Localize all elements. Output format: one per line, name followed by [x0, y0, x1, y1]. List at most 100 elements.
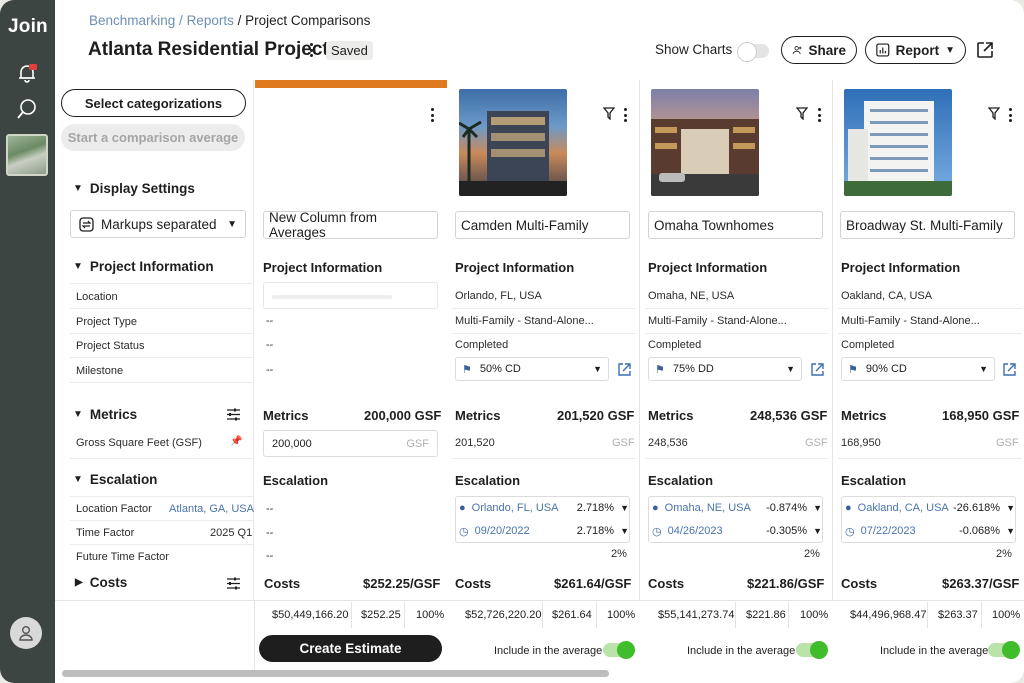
divider: [254, 600, 255, 670]
column-menu-icon[interactable]: [817, 108, 821, 122]
show-charts-toggle[interactable]: [737, 42, 769, 62]
metrics-label: Metrics: [648, 408, 694, 423]
escalation-date-row[interactable]: ◷ 09/20/2022 2.718% ▼: [459, 520, 629, 542]
clock-icon: ◷: [845, 525, 855, 538]
display-settings-header[interactable]: ▼ Display Settings: [73, 181, 195, 196]
average-location-input[interactable]: [263, 282, 438, 309]
row-label-time-factor: Time Factor: [76, 527, 135, 539]
escalation-date-row[interactable]: ◷ 04/26/2023 -0.305% ▼: [652, 520, 822, 542]
chevron-down-icon: ▼: [73, 261, 83, 272]
escalation-location: Orlando, FL, USA: [471, 502, 559, 514]
open-link-icon[interactable]: [617, 362, 632, 380]
gsf-unit: GSF: [805, 437, 828, 449]
sliders-icon[interactable]: [226, 408, 241, 424]
project-status: Completed: [648, 339, 702, 351]
open-link-icon[interactable]: [810, 362, 825, 380]
project-percent: 100%: [607, 609, 636, 621]
column-menu-icon[interactable]: [1008, 108, 1012, 122]
gsf-value: 168,950: [841, 437, 881, 449]
caret-down-icon: ▼: [813, 526, 822, 536]
average-column-name[interactable]: New Column from Averages: [263, 210, 438, 240]
caret-down-icon: ▼: [227, 218, 237, 230]
costs-value: $263.37/GSF: [942, 576, 1020, 591]
costs-label: Costs: [648, 576, 685, 591]
include-average-toggle[interactable]: [796, 641, 828, 659]
column-menu-icon[interactable]: [623, 108, 627, 122]
project-thumbnail[interactable]: [6, 134, 48, 176]
start-average-button[interactable]: Start a comparison average: [61, 124, 245, 151]
chevron-down-icon: ▼: [73, 183, 83, 194]
caret-down-icon: ▼: [945, 44, 955, 56]
metrics-header[interactable]: ▼ Metrics: [73, 407, 137, 422]
metrics-value: 248,536 GSF: [750, 408, 828, 423]
average-per-gsf: $252.25: [361, 609, 401, 621]
escalation-header[interactable]: ▼ Escalation: [73, 472, 157, 487]
gsf-value: 201,520: [455, 437, 495, 449]
display-settings-label: Display Settings: [89, 181, 195, 196]
flag-icon: ⚑: [462, 363, 472, 376]
pin-icon[interactable]: 📌: [230, 436, 243, 447]
open-link-icon[interactable]: [1002, 362, 1017, 380]
project-information-label: Project Information: [841, 260, 961, 275]
project-location: Oakland, CA, USA: [841, 290, 933, 302]
project-name[interactable]: Broadway St. Multi-Family: [840, 211, 1015, 239]
escalation-label: Escalation: [841, 473, 907, 488]
location-factor-link[interactable]: Atlanta, GA, USA: [169, 503, 254, 515]
project-name[interactable]: Omaha Townhomes: [648, 211, 823, 239]
escalation-location-row[interactable]: ● Orlando, FL, USA 2.718% ▼: [459, 497, 629, 519]
average-costs-value: $252.25/GSF: [363, 576, 441, 591]
caret-down-icon: ▼: [1006, 526, 1015, 536]
metrics-label: Metrics: [89, 407, 138, 422]
average-percent: 100%: [416, 609, 445, 621]
chart-icon: [876, 43, 890, 57]
milestone-select[interactable]: ⚑ 50% CD ▼: [455, 357, 609, 381]
caret-down-icon: ▼: [620, 503, 629, 513]
escalation-date-row[interactable]: ◷ 07/22/2023 -0.068% ▼: [845, 520, 1015, 542]
sliders-icon[interactable]: [226, 577, 241, 593]
milestone-select[interactable]: ⚑ 75% DD ▼: [648, 357, 802, 381]
saved-badge: Saved: [326, 41, 373, 60]
average-gsf-input[interactable]: 200,000 GSF: [263, 430, 438, 457]
costs-header[interactable]: ▶ Costs: [75, 575, 127, 590]
title-menu-icon[interactable]: [309, 43, 313, 57]
escalation-location: Omaha, NE, USA: [664, 502, 751, 514]
project-information-label: Project Information: [455, 260, 575, 275]
filter-icon[interactable]: [602, 107, 616, 123]
escalation-location-row[interactable]: ● Omaha, NE, USA -0.874% ▼: [652, 497, 822, 519]
breadcrumb-benchmarking[interactable]: Benchmarking: [89, 13, 176, 28]
milestone-select[interactable]: ⚑ 90% CD ▼: [841, 357, 995, 381]
row-label-location-factor: Location Factor: [76, 503, 152, 515]
join-logo[interactable]: Join: [8, 16, 48, 37]
loading-bar: [272, 295, 392, 299]
notification-bell-icon[interactable]: [14, 60, 40, 86]
include-average-toggle[interactable]: [603, 641, 635, 659]
report-button[interactable]: Report ▼: [865, 36, 966, 64]
search-icon[interactable]: [14, 96, 40, 122]
export-icon[interactable]: [975, 40, 995, 60]
include-average-toggle[interactable]: [988, 641, 1020, 659]
average-milestone: --: [266, 364, 274, 376]
project-information-header[interactable]: ▼ Project Information: [73, 259, 214, 274]
share-button[interactable]: Share: [781, 36, 857, 64]
escalation-future: 2%: [804, 548, 820, 560]
create-estimate-button[interactable]: Create Estimate: [259, 635, 442, 662]
column-menu-icon[interactable]: [430, 108, 434, 122]
show-charts-label: Show Charts: [655, 42, 733, 57]
escalation-location-row[interactable]: ● Oakland, CA, USA -26.618% ▼: [845, 497, 1015, 519]
select-categorizations-button[interactable]: Select categorizations: [61, 89, 246, 117]
project-name[interactable]: Camden Multi-Family: [455, 211, 630, 239]
divider: [70, 520, 254, 521]
escalation-box: [648, 496, 823, 543]
metrics-label: Metrics: [841, 408, 887, 423]
page-title: Atlanta Residential Project: [88, 39, 329, 60]
gsf-value: 248,536: [648, 437, 688, 449]
filter-icon[interactable]: [795, 107, 809, 123]
filter-icon[interactable]: [987, 107, 1001, 123]
location-pin-icon: ●: [652, 502, 659, 514]
divider: [596, 602, 597, 628]
markups-select[interactable]: Markups separated ▼: [70, 210, 246, 238]
user-avatar-icon[interactable]: [10, 617, 42, 649]
horizontal-scrollbar[interactable]: [62, 670, 609, 677]
breadcrumb-reports[interactable]: Reports: [186, 13, 234, 28]
divider: [70, 496, 254, 497]
